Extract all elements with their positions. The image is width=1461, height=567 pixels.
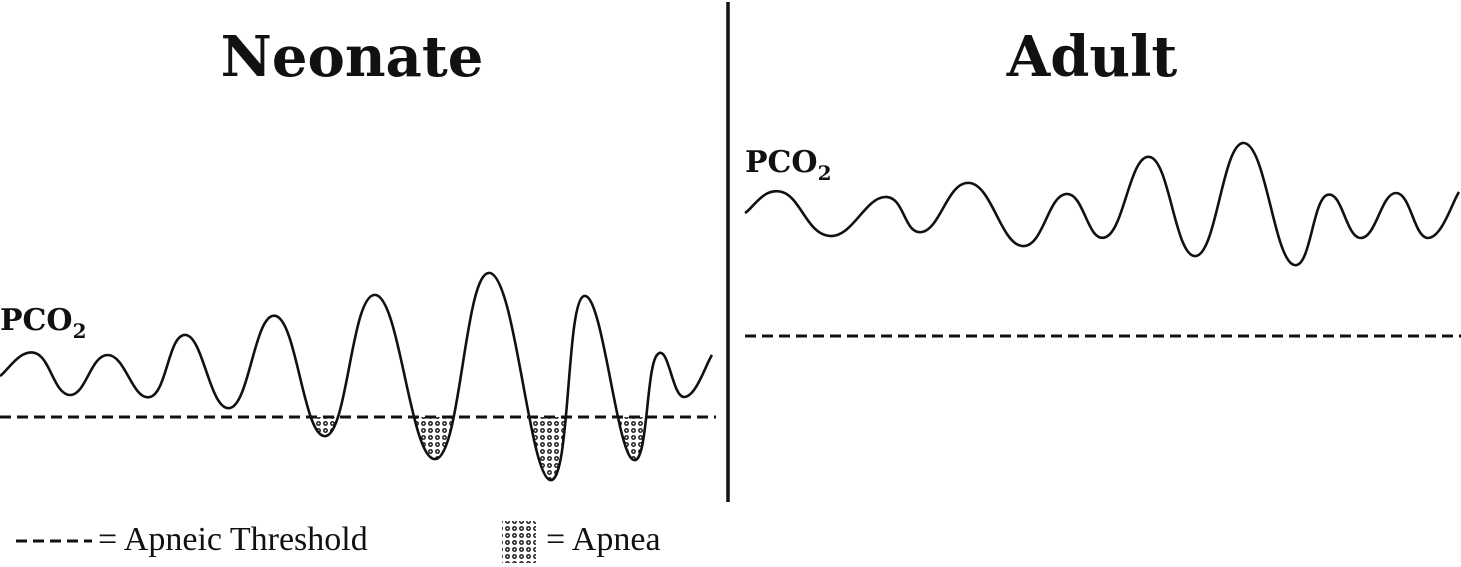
legend-threshold-text: = Apneic Threshold — [98, 521, 368, 558]
adult-pco2-wave — [744, 141, 1461, 267]
legend-apnea-swatch — [502, 521, 536, 563]
neonate-pco2-label: PCO2 — [0, 303, 87, 343]
adult-title: Adult — [1006, 24, 1178, 90]
neonate-title: Neonate — [221, 24, 484, 90]
neonate-apnea-regions — [0, 417, 712, 481]
legend-apnea-text: = Apnea — [546, 521, 661, 558]
adult-pco2-label: PCO2 — [745, 145, 832, 185]
neonate-pco2-wave — [0, 271, 714, 482]
